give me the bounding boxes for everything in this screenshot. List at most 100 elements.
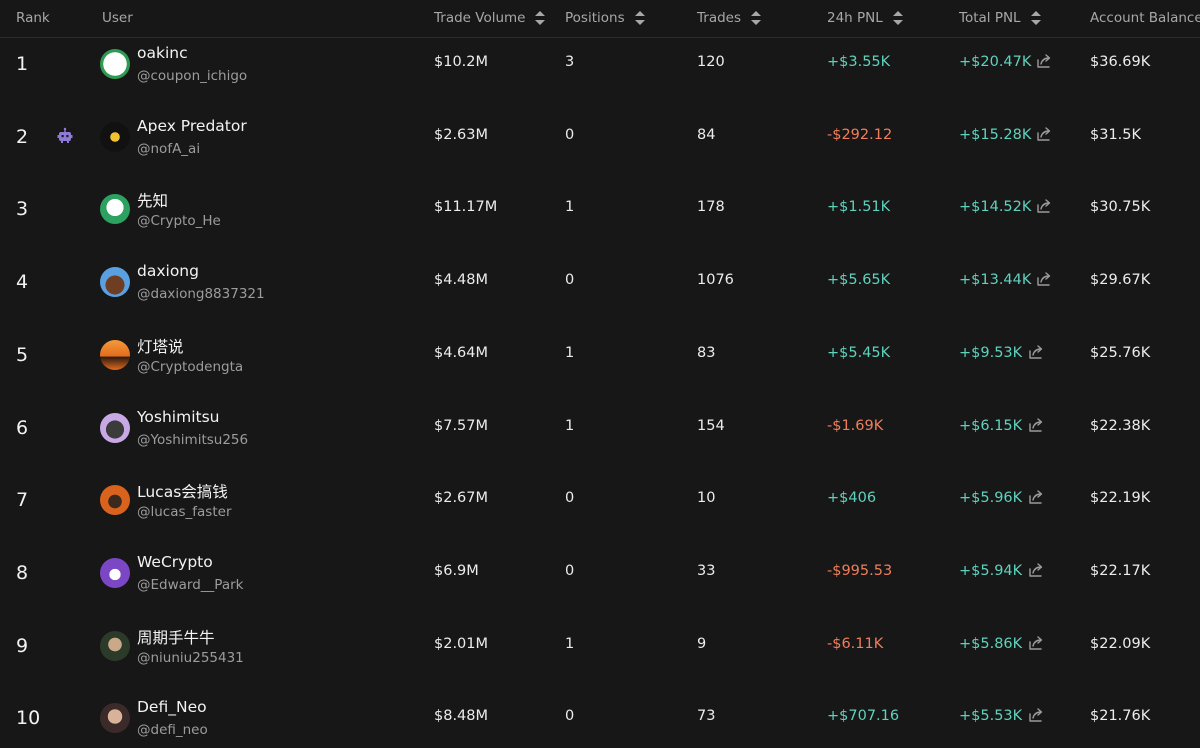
rank-number: 9	[16, 634, 29, 657]
positions-count: 0	[565, 126, 575, 143]
pnl-24h: +$5.65K	[827, 272, 891, 289]
pnl-24h: +$3.55K	[827, 54, 891, 70]
trade-volume: $2.01M	[434, 635, 489, 652]
table-row[interactable]: 9 周期手牛牛 @niuniu255431 $2.01M 1 9 -$6.11K +$5.86…	[0, 614, 1200, 687]
total-pnl: +$6.15K	[959, 417, 1023, 434]
user-handle[interactable]: @Yoshimitsu256	[137, 431, 249, 448]
trades-count: 9	[697, 635, 707, 652]
sort-icon[interactable]	[634, 11, 645, 25]
user-handle[interactable]: @niuniu255431	[137, 649, 244, 666]
rank-number: 8	[16, 561, 29, 584]
share-icon[interactable]	[1035, 52, 1053, 70]
trades-count: 84	[697, 126, 716, 143]
header-rank: Rank	[16, 10, 50, 26]
table-row[interactable]: 1 oakinc @coupon_ichigo $10.2M 3 120 +$3.55K +$…	[0, 32, 1200, 105]
user-name[interactable]: 灯塔说	[137, 337, 184, 356]
user-name[interactable]: Yoshimitsu	[137, 407, 220, 426]
user-handle[interactable]: @lucas_faster	[137, 504, 232, 521]
share-icon[interactable]	[1035, 270, 1053, 288]
character-avatar[interactable]	[100, 412, 130, 443]
share-icon[interactable]	[1027, 706, 1045, 724]
account-balance: $22.19K	[1090, 490, 1151, 507]
robot-icon	[56, 127, 74, 145]
share-icon[interactable]	[1027, 561, 1045, 579]
trades-count: 178	[697, 199, 725, 216]
share-icon[interactable]	[1027, 343, 1045, 361]
user-name[interactable]: Apex Predator	[137, 116, 247, 135]
share-icon[interactable]	[1027, 416, 1045, 434]
user-name[interactable]: 先知	[137, 192, 169, 211]
trades-count: 73	[697, 708, 716, 725]
header-trades[interactable]: Trades	[697, 9, 761, 27]
trade-volume: $2.67M	[434, 490, 489, 507]
header-24h-pnl[interactable]: 24h PNL	[827, 9, 903, 27]
table-header: Rank User Trade Volume Positions Trades …	[0, 0, 1200, 38]
user-handle[interactable]: @defi_neo	[137, 722, 208, 739]
fire-avatar[interactable]	[100, 485, 130, 516]
user-handle[interactable]: @nofA_ai	[137, 140, 201, 157]
cartoon-avatar[interactable]	[100, 267, 130, 298]
starburst-avatar[interactable]	[100, 121, 130, 152]
positions-count: 3	[565, 54, 575, 70]
trade-volume: $11.17M	[434, 199, 498, 216]
rank-number: 3	[16, 198, 29, 221]
total-pnl: +$5.96K	[959, 490, 1023, 507]
table-row[interactable]: 7 Lucas会搞钱 @lucas_faster $2.67M 0 10 +$406 +$5.…	[0, 468, 1200, 541]
table-row[interactable]: 5 灯塔说 @Cryptodengta $4.64M 1 83 +$5.45K +$9.53K…	[0, 323, 1200, 396]
sort-icon[interactable]	[1030, 11, 1041, 25]
account-balance: $22.09K	[1090, 635, 1151, 652]
account-balance: $29.67K	[1090, 272, 1151, 289]
total-pnl: +$5.53K	[959, 708, 1023, 725]
account-balance: $36.69K	[1090, 54, 1151, 70]
green-logo-avatar[interactable]	[100, 49, 130, 79]
astronaut-avatar[interactable]	[100, 194, 130, 225]
trade-volume: $7.57M	[434, 417, 489, 434]
table-row[interactable]: 3 先知 @Crypto_He $11.17M 1 178 +$1.51K +$14.52K $…	[0, 177, 1200, 250]
table-row[interactable]: 6 Yoshimitsu @Yoshimitsu256 $7.57M 1 154 -$1.6…	[0, 396, 1200, 469]
pnl-24h: +$406	[827, 490, 877, 507]
rank-number: 10	[16, 707, 41, 730]
user-handle[interactable]: @Cryptodengta	[137, 358, 244, 375]
share-icon[interactable]	[1035, 125, 1053, 143]
table-row[interactable]: 4 daxiong @daxiong8837321 $4.48M 0 1076 +$5.65…	[0, 250, 1200, 323]
sort-icon[interactable]	[535, 11, 546, 25]
share-icon[interactable]	[1027, 488, 1045, 506]
rank-number: 5	[16, 343, 29, 366]
user-handle[interactable]: @Crypto_He	[137, 213, 221, 230]
trade-volume: $4.64M	[434, 344, 489, 361]
purple-character-avatar[interactable]	[100, 557, 130, 588]
trades-count: 154	[697, 417, 725, 434]
share-icon[interactable]	[1035, 197, 1053, 215]
trades-count: 33	[697, 562, 716, 579]
total-pnl: +$5.94K	[959, 562, 1023, 579]
header-total-pnl[interactable]: Total PNL	[959, 9, 1041, 27]
table-row[interactable]: 10 Defi_Neo @defi_neo $8.48M 0 73 +$707.16 +$5.…	[0, 686, 1200, 748]
user-handle[interactable]: @coupon_ichigo	[137, 68, 248, 84]
header-trade-volume[interactable]: Trade Volume	[434, 9, 546, 27]
table-row[interactable]: 8 WeCrypto @Edward__Park $6.9M 0 33 -$995.53 +$…	[0, 541, 1200, 614]
user-name[interactable]: Defi_Neo	[137, 698, 207, 717]
user-name[interactable]: daxiong	[137, 262, 199, 281]
positions-count: 0	[565, 490, 575, 507]
table-row[interactable]: 2 Apex Predator @nofA_ai $2.63M 0 84 -$292.12 +…	[0, 105, 1200, 178]
header-positions[interactable]: Positions	[565, 9, 645, 27]
sort-icon[interactable]	[751, 11, 761, 25]
share-icon[interactable]	[1027, 634, 1045, 652]
user-name[interactable]: Lucas会搞钱	[137, 483, 228, 502]
bearded-avatar[interactable]	[100, 630, 130, 661]
account-balance: $31.5K	[1090, 126, 1142, 143]
pnl-24h: -$292.12	[827, 126, 893, 143]
user-name[interactable]: oakinc	[137, 44, 188, 62]
user-handle[interactable]: @daxiong8837321	[137, 286, 265, 303]
sort-icon[interactable]	[892, 11, 903, 25]
rank-number: 4	[16, 271, 29, 294]
lighthouse-avatar[interactable]	[100, 339, 130, 370]
trades-count: 120	[697, 54, 725, 70]
user-name[interactable]: WeCrypto	[137, 552, 213, 571]
trade-volume: $6.9M	[434, 562, 479, 579]
portrait-avatar[interactable]	[100, 703, 130, 734]
user-name[interactable]: 周期手牛牛	[137, 628, 215, 647]
user-handle[interactable]: @Edward__Park	[137, 576, 244, 593]
rank-number: 2	[16, 125, 29, 148]
trade-volume: $10.2M	[434, 54, 489, 70]
